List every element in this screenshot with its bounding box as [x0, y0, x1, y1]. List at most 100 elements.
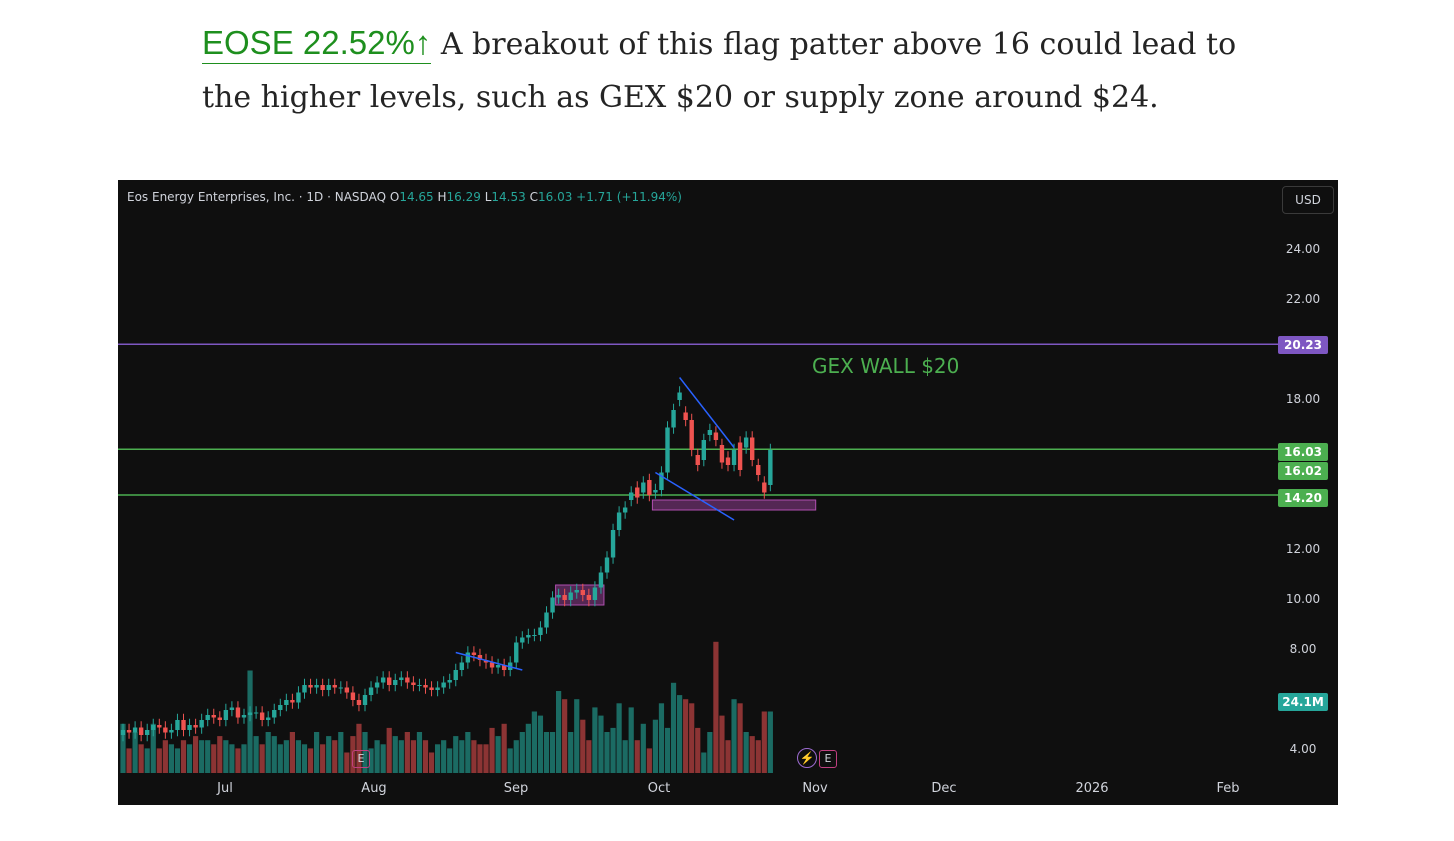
- candle-body: [344, 687, 350, 693]
- volume-bar: [217, 736, 223, 773]
- candle-body: [707, 430, 713, 435]
- volume-bar: [332, 740, 338, 773]
- flag-trendline: [679, 377, 735, 448]
- flag-trendline: [455, 651, 523, 671]
- candle-body: [514, 642, 519, 663]
- candle-body: [126, 730, 132, 733]
- candle-body: [719, 445, 725, 463]
- candle-body: [247, 712, 253, 715]
- volume-bar: [289, 732, 295, 773]
- volume-bar: [235, 748, 241, 773]
- candle-body: [296, 692, 301, 703]
- volume-bar: [223, 740, 229, 773]
- volume-bar: [501, 723, 507, 773]
- candle-body: [653, 490, 658, 493]
- volume-bar: [410, 740, 416, 773]
- candle-body: [266, 717, 271, 720]
- volume-bar: [719, 715, 725, 773]
- volume-bar: [574, 699, 580, 773]
- candle-body: [399, 677, 404, 680]
- volume-bar: [338, 732, 344, 773]
- candle-body: [689, 420, 694, 450]
- x-tick-label: Aug: [361, 781, 387, 796]
- earnings-icon-nov[interactable]: E: [819, 750, 837, 768]
- candle-body: [465, 652, 471, 663]
- candle-body: [145, 730, 150, 735]
- candle-body: [284, 700, 289, 705]
- open-label: O: [389, 190, 400, 204]
- candle-body: [308, 685, 313, 688]
- currency-button[interactable]: USD: [1282, 186, 1334, 214]
- volume-bar: [362, 732, 368, 773]
- candle-body: [750, 437, 755, 460]
- volume-bar: [180, 740, 187, 773]
- volume-bar: [592, 707, 598, 773]
- low-value: 14.53: [491, 190, 526, 204]
- volume-bar: [259, 744, 265, 773]
- candle-body: [211, 715, 216, 718]
- volume-bar: [447, 748, 453, 773]
- volume-bar: [344, 752, 350, 773]
- candle-body: [743, 437, 749, 448]
- stock-chart[interactable]: Eos Energy Enterprises, Inc. · 1D · NASD…: [118, 180, 1338, 805]
- close-value: 16.03: [537, 190, 573, 204]
- ticker-link[interactable]: EOSE 22.52%↑: [202, 24, 432, 64]
- candle-body: [253, 712, 259, 714]
- candle-body: [320, 685, 325, 690]
- y-tick-label: 22.00: [1285, 292, 1321, 306]
- earnings-icon-aug[interactable]: E: [352, 750, 370, 768]
- volume-bar: [356, 723, 362, 773]
- volume-bar: [562, 699, 568, 773]
- dividend-icon[interactable]: ⚡: [797, 748, 817, 768]
- gex-wall-annotation: GEX WALL $20: [812, 354, 960, 378]
- volume-bar: [737, 703, 743, 773]
- change-value: +1.71 (+11.94%): [576, 190, 682, 204]
- candle-body: [157, 725, 162, 728]
- volume-bar: [670, 682, 677, 773]
- volume-bar: [525, 723, 531, 773]
- volume-bar: [295, 740, 302, 773]
- volume-bar: [537, 715, 544, 773]
- volume-bar: [150, 723, 156, 773]
- candle-body: [477, 655, 483, 660]
- candle-body: [187, 725, 192, 730]
- candle-body: [199, 720, 204, 728]
- volume-bar: [241, 744, 247, 773]
- candle-body: [151, 725, 156, 730]
- volume-bar: [695, 727, 701, 773]
- headline: EOSE 22.52%↑ A breakout of this flag pat…: [202, 16, 1242, 124]
- candle-body: [495, 665, 501, 668]
- candle-body: [756, 465, 761, 475]
- y-tick-label: 18.00: [1285, 392, 1321, 406]
- volume-bar: [664, 727, 671, 773]
- volume-bar: [253, 736, 259, 773]
- volume-bar: [229, 744, 235, 773]
- candle-body: [762, 482, 767, 493]
- candle-body: [169, 730, 174, 733]
- volume-bar: [326, 736, 332, 773]
- candle-body: [629, 492, 634, 500]
- candle-body: [229, 707, 235, 710]
- candle-body: [568, 592, 573, 600]
- candle-body: [132, 727, 138, 733]
- volume-bar: [634, 740, 640, 773]
- volume-bar: [640, 723, 646, 773]
- volume-bar: [156, 748, 162, 773]
- volume-bar: [689, 703, 695, 773]
- volume-bar: [132, 732, 138, 773]
- volume-bar: [174, 748, 181, 773]
- x-tick-label: Oct: [647, 781, 671, 796]
- volume-bar: [422, 740, 429, 773]
- volume-bar: [307, 748, 314, 773]
- y-tick-label: 8.00: [1289, 642, 1317, 656]
- volume-bar: [301, 744, 308, 773]
- volume-bar: [743, 732, 749, 773]
- volume-bar: [507, 748, 513, 773]
- volume-bar: [386, 727, 392, 773]
- volume-bar: [622, 740, 628, 773]
- volume-bar: [392, 736, 398, 773]
- price-label-support: 14.20: [1278, 489, 1328, 507]
- volume-bar: [658, 703, 665, 773]
- candle-body: [235, 707, 241, 718]
- price-label-purple: 20.23: [1278, 336, 1328, 354]
